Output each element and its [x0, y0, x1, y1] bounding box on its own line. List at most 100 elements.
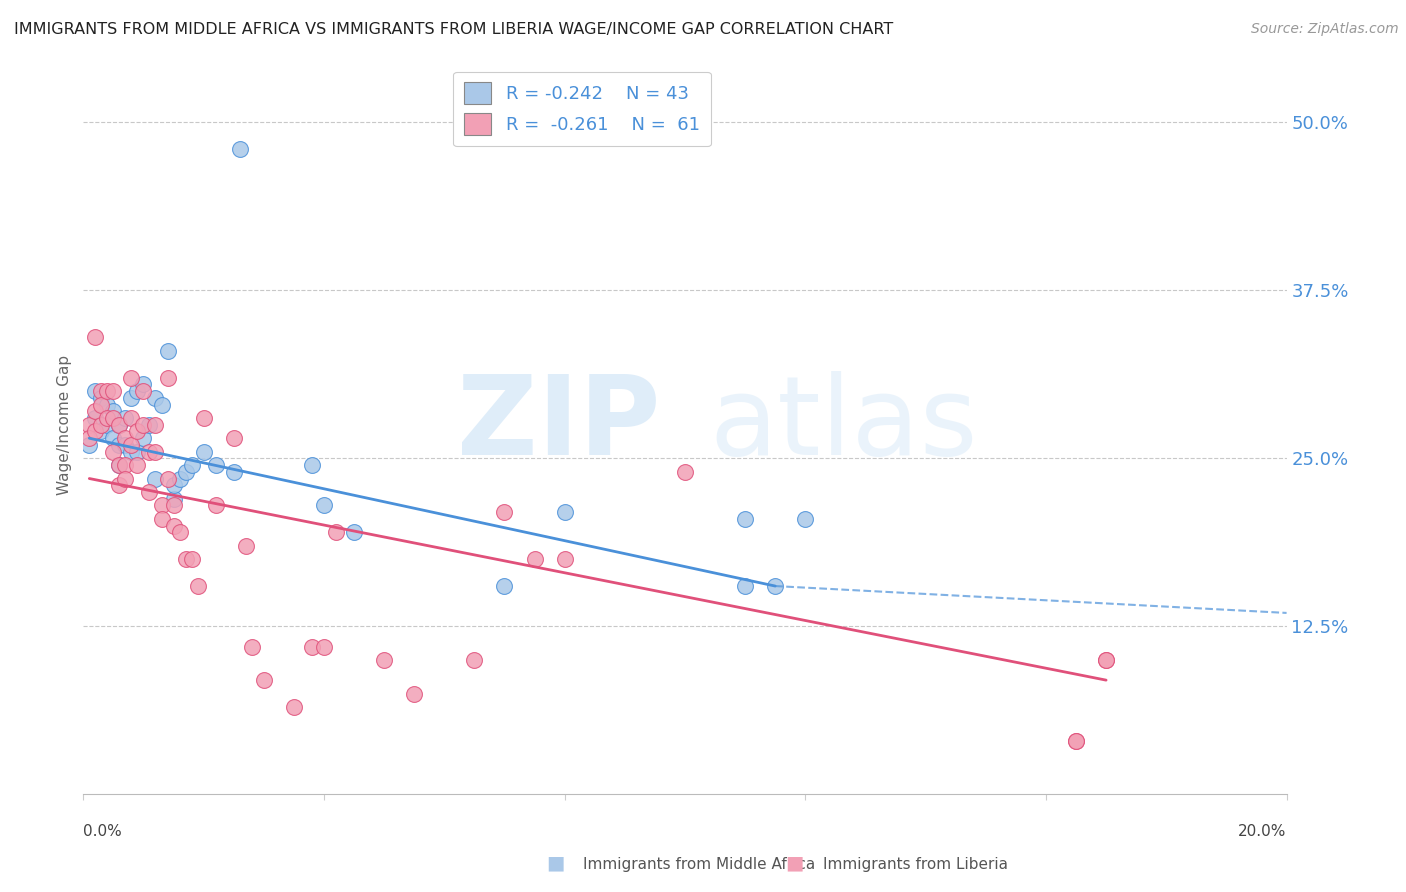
Point: [114, 458, 136, 472]
Text: 0.0%: 0.0%: [83, 824, 122, 839]
Point: [150, 499, 173, 513]
Point: [174, 465, 197, 479]
Point: [120, 391, 142, 405]
Text: ■: ■: [785, 854, 804, 872]
Point: [283, 700, 305, 714]
Point: [132, 417, 155, 432]
Point: [103, 384, 125, 399]
Point: [120, 411, 142, 425]
Point: [162, 518, 184, 533]
Point: [162, 499, 184, 513]
Point: [96, 384, 118, 399]
Point: [673, 465, 696, 479]
Point: [222, 431, 245, 445]
Point: [84, 404, 107, 418]
Point: [114, 471, 136, 485]
Text: 20.0%: 20.0%: [1239, 824, 1286, 839]
Point: [235, 539, 257, 553]
Point: [90, 417, 112, 432]
Point: [103, 444, 125, 458]
Point: [132, 431, 155, 445]
Point: [463, 653, 485, 667]
Point: [120, 444, 142, 458]
Point: [180, 552, 202, 566]
Point: [138, 444, 160, 458]
Point: [193, 444, 215, 458]
Point: [132, 384, 155, 399]
Point: [120, 370, 142, 384]
Point: [763, 579, 786, 593]
Point: [150, 512, 173, 526]
Point: [325, 525, 347, 540]
Text: ■: ■: [546, 854, 565, 872]
Point: [145, 471, 167, 485]
Point: [156, 370, 179, 384]
Legend: R = -0.242    N = 43, R =  -0.261    N =  61: R = -0.242 N = 43, R = -0.261 N = 61: [453, 71, 710, 146]
Point: [90, 398, 112, 412]
Point: [174, 552, 197, 566]
Point: [108, 478, 131, 492]
Point: [1064, 733, 1087, 747]
Text: Immigrants from Middle Africa: Immigrants from Middle Africa: [583, 857, 815, 872]
Point: [96, 417, 118, 432]
Point: [90, 391, 112, 405]
Point: [222, 465, 245, 479]
Point: [204, 499, 226, 513]
Point: [1064, 733, 1087, 747]
Point: [312, 499, 335, 513]
Point: [145, 391, 167, 405]
Point: [187, 579, 209, 593]
Point: [103, 404, 125, 418]
Point: [494, 579, 516, 593]
Text: Immigrants from Liberia: Immigrants from Liberia: [823, 857, 1008, 872]
Point: [114, 431, 136, 445]
Point: [108, 417, 131, 432]
Point: [162, 491, 184, 506]
Point: [114, 438, 136, 452]
Point: [127, 425, 149, 439]
Point: [734, 579, 756, 593]
Point: [1095, 653, 1118, 667]
Point: [127, 458, 149, 472]
Point: [169, 471, 191, 485]
Point: [301, 640, 323, 654]
Point: [96, 411, 118, 425]
Point: [132, 377, 155, 392]
Point: [145, 417, 167, 432]
Point: [1095, 653, 1118, 667]
Point: [734, 512, 756, 526]
Point: [127, 384, 149, 399]
Point: [180, 458, 202, 472]
Point: [343, 525, 366, 540]
Point: [554, 552, 576, 566]
Text: ZIP: ZIP: [457, 371, 661, 478]
Point: [301, 458, 323, 472]
Point: [373, 653, 395, 667]
Point: [127, 444, 149, 458]
Point: [162, 478, 184, 492]
Point: [794, 512, 817, 526]
Point: [554, 505, 576, 519]
Point: [114, 411, 136, 425]
Point: [84, 425, 107, 439]
Point: [204, 458, 226, 472]
Point: [96, 398, 118, 412]
Point: [108, 417, 131, 432]
Point: [79, 417, 101, 432]
Point: [103, 411, 125, 425]
Point: [193, 411, 215, 425]
Point: [156, 471, 179, 485]
Point: [108, 438, 131, 452]
Point: [404, 687, 426, 701]
Point: [103, 431, 125, 445]
Point: [312, 640, 335, 654]
Point: [145, 444, 167, 458]
Point: [240, 640, 263, 654]
Y-axis label: Wage/Income Gap: Wage/Income Gap: [58, 355, 72, 495]
Point: [84, 330, 107, 344]
Point: [169, 525, 191, 540]
Point: [90, 384, 112, 399]
Point: [156, 343, 179, 358]
Point: [228, 142, 250, 156]
Text: atlas: atlas: [709, 371, 977, 478]
